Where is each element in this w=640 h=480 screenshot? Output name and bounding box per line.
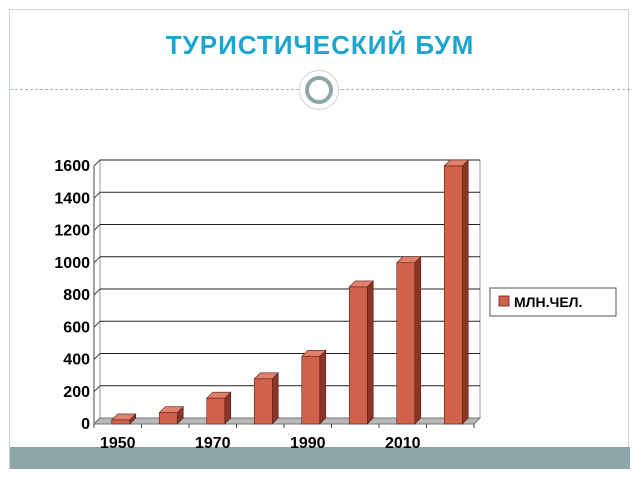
y-tick-label: 0 bbox=[81, 416, 90, 433]
bar-side bbox=[366, 280, 374, 425]
chart-floor bbox=[92, 417, 482, 425]
gridline-depth bbox=[93, 353, 101, 360]
y-tick-label: 600 bbox=[63, 319, 90, 336]
y-tick-label: 1400 bbox=[54, 190, 90, 207]
bar bbox=[348, 286, 368, 425]
bar bbox=[443, 165, 463, 425]
x-tick-label: 1990 bbox=[290, 435, 326, 452]
y-tick-label: 400 bbox=[63, 352, 90, 369]
y-tick-label: 1000 bbox=[54, 255, 90, 272]
bar bbox=[396, 262, 416, 425]
bar-side bbox=[461, 159, 469, 425]
bar bbox=[111, 419, 131, 425]
y-tick-label: 1200 bbox=[54, 223, 90, 240]
legend-swatch bbox=[498, 295, 510, 307]
y-tick-label: 1600 bbox=[54, 158, 90, 175]
gridline-depth bbox=[93, 320, 101, 328]
bar bbox=[253, 378, 273, 425]
gridline-depth bbox=[93, 385, 101, 393]
gridline-depth bbox=[93, 256, 101, 264]
x-tick-label: 1950 bbox=[100, 435, 136, 452]
bottom-band bbox=[10, 447, 630, 469]
gridline-depth bbox=[93, 288, 101, 296]
gridline-depth bbox=[93, 159, 101, 167]
legend-label: МЛН.ЧЕЛ. bbox=[514, 294, 582, 310]
bar bbox=[206, 397, 226, 425]
y-tick-label: 800 bbox=[63, 287, 90, 304]
bar bbox=[158, 412, 178, 425]
gridline-depth bbox=[93, 224, 101, 231]
bar-side bbox=[414, 256, 422, 425]
circle-icon bbox=[305, 76, 333, 104]
gridline-depth bbox=[93, 191, 101, 199]
x-tick-label: 1970 bbox=[195, 435, 231, 452]
bar-side bbox=[319, 349, 327, 425]
y-tick-label: 200 bbox=[63, 384, 90, 401]
bar bbox=[301, 355, 321, 425]
legend-box bbox=[489, 287, 617, 317]
bar-side bbox=[271, 372, 279, 425]
slide-title: ТУРИСТИЧЕСКИЙ БУМ bbox=[165, 30, 475, 60]
x-tick-label: 2010 bbox=[385, 435, 421, 452]
